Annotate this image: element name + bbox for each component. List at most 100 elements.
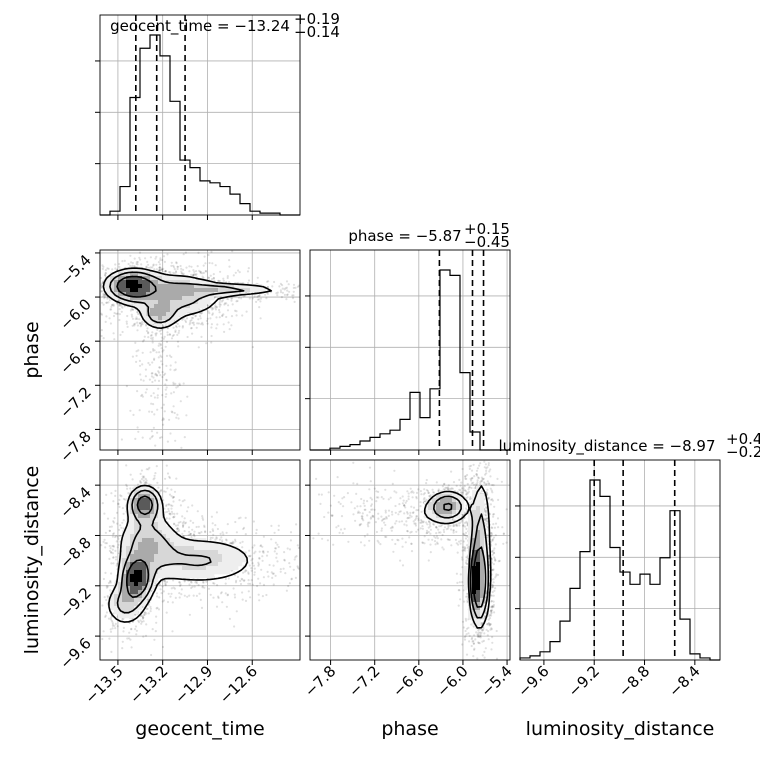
sample-point xyxy=(172,271,175,274)
density-cell xyxy=(226,558,231,563)
density-cell xyxy=(154,316,159,321)
sample-point xyxy=(173,268,176,271)
density-cell xyxy=(146,558,151,563)
density-cell xyxy=(130,268,135,273)
density-cell xyxy=(226,550,231,555)
sample-point xyxy=(259,300,262,303)
sample-point xyxy=(174,524,178,527)
sample-point xyxy=(158,596,161,599)
sample-point xyxy=(192,269,195,272)
sample-point xyxy=(214,524,217,527)
density-cell xyxy=(162,546,167,551)
sample-point xyxy=(157,356,160,359)
sample-point xyxy=(258,298,261,301)
sample-point xyxy=(251,562,254,565)
density-cell xyxy=(154,272,159,277)
sample-point xyxy=(115,312,118,315)
sample-point xyxy=(209,530,212,534)
sample-point xyxy=(191,321,194,325)
density-cell xyxy=(202,280,207,285)
xtick-label-geocent-time: −12.9 xyxy=(171,662,216,707)
sample-point xyxy=(155,263,158,266)
sample-point xyxy=(145,623,148,626)
sample-point xyxy=(144,481,147,484)
sample-point xyxy=(235,300,238,303)
sample-point xyxy=(159,332,163,335)
density-cell xyxy=(154,546,159,551)
sample-point xyxy=(201,517,204,520)
sample-point xyxy=(284,572,287,575)
sample-point xyxy=(215,305,218,308)
sample-point xyxy=(278,285,281,288)
sample-point xyxy=(139,378,143,381)
sample-point xyxy=(180,593,183,596)
density-cell xyxy=(134,296,139,301)
sample-point xyxy=(190,318,193,322)
sample-point xyxy=(118,303,121,306)
sample-point xyxy=(212,276,215,280)
sample-point xyxy=(137,349,140,352)
sample-point xyxy=(163,335,166,338)
sample-point xyxy=(247,579,250,582)
sample-point xyxy=(175,271,178,274)
sample-point xyxy=(160,268,163,271)
density-cell xyxy=(186,546,191,551)
sample-point xyxy=(270,524,273,527)
sample-point xyxy=(178,596,181,599)
density-cell xyxy=(210,296,215,301)
density-cell xyxy=(146,320,151,325)
sample-point xyxy=(164,372,167,375)
sample-point xyxy=(213,296,216,299)
density-cell xyxy=(166,288,171,293)
density-cell xyxy=(106,276,111,281)
sample-point xyxy=(198,532,201,535)
density-cell xyxy=(154,554,159,559)
sample-point xyxy=(175,262,178,265)
sample-point xyxy=(148,378,151,381)
density-cell xyxy=(178,538,183,543)
density-cell xyxy=(142,534,147,539)
sample-point xyxy=(258,294,261,297)
sample-point xyxy=(224,582,227,585)
sample-point xyxy=(103,596,106,599)
sample-point xyxy=(246,270,250,273)
density-cell xyxy=(126,538,131,543)
sample-point xyxy=(183,594,186,597)
sample-point xyxy=(159,588,162,591)
density-cell xyxy=(154,292,159,297)
sample-point xyxy=(172,333,175,337)
sample-point xyxy=(285,589,288,592)
sample-point xyxy=(159,344,162,347)
sample-point xyxy=(199,271,202,275)
sample-point xyxy=(181,500,184,503)
density-cell xyxy=(122,284,127,289)
density-cell xyxy=(150,566,155,571)
sample-point xyxy=(219,303,222,306)
density-cell xyxy=(246,284,251,289)
sample-point xyxy=(102,265,105,268)
density-cell xyxy=(182,546,187,551)
density-cell xyxy=(138,538,143,543)
density-cell xyxy=(150,534,155,539)
sample-point xyxy=(203,586,206,589)
density-cell xyxy=(158,280,163,285)
sample-point xyxy=(266,292,269,295)
sample-point xyxy=(112,556,115,559)
sample-point xyxy=(174,361,177,364)
sample-point xyxy=(141,436,144,439)
sample-point xyxy=(164,324,167,327)
sample-point xyxy=(102,540,105,543)
sample-point xyxy=(119,494,122,497)
density-cell xyxy=(170,538,175,543)
sample-point xyxy=(165,611,168,614)
sample-point xyxy=(135,633,138,636)
sample-point xyxy=(143,482,146,485)
sample-point xyxy=(226,593,229,596)
sample-point xyxy=(112,500,115,503)
density-cell xyxy=(194,546,199,551)
sample-point xyxy=(292,290,295,293)
sample-point xyxy=(161,375,164,379)
sample-point xyxy=(204,531,207,534)
sample-point xyxy=(172,405,175,408)
sample-point xyxy=(131,317,135,320)
